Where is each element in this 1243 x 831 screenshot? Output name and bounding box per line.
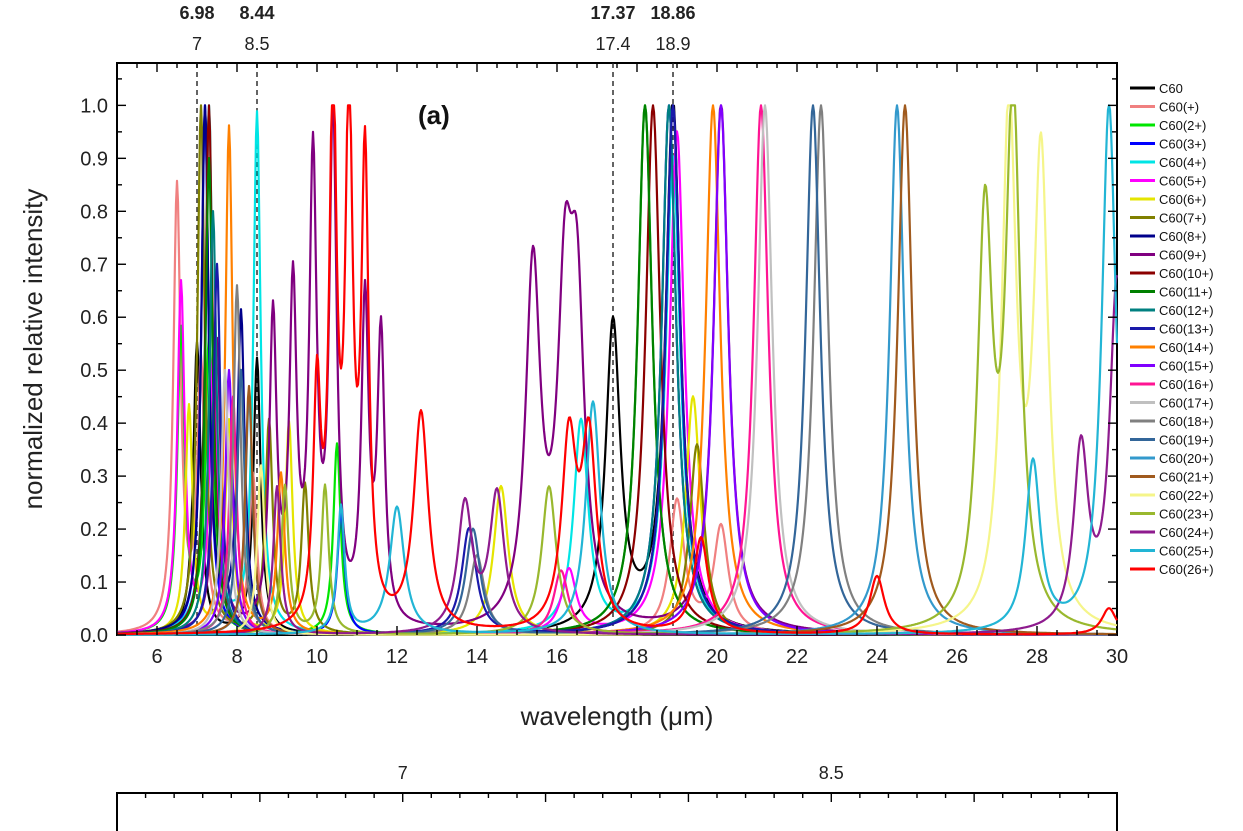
y-tick-label: 0.7 (80, 254, 108, 276)
x-tick-label: 6 (151, 646, 162, 668)
legend-label-10: C60(10+) (1159, 266, 1214, 281)
x-axis-title: wavelength (μm) (520, 701, 714, 731)
x-tick-label: 26 (946, 646, 968, 668)
series-line-25 (116, 104, 1119, 636)
legend-label-4: C60(4+) (1159, 155, 1206, 170)
panel-label: (a) (418, 100, 450, 130)
panel-b-frame (116, 792, 1118, 831)
x-axis-ticks: 6 8 10 12 14 16 18 20 22 24 26 28 30 (116, 63, 1128, 668)
y-tick-label: 0.8 (80, 201, 108, 223)
legend-label-6: C60(6+) (1159, 192, 1206, 207)
legend-label-13: C60(13+) (1159, 322, 1214, 337)
legend-label-14: C60(14+) (1159, 340, 1214, 355)
legend-label-5: C60(5+) (1159, 174, 1206, 189)
reference-label-0: 7 (192, 34, 202, 54)
y-tick-label: 0.4 (80, 413, 108, 435)
legend-label-16: C60(16+) (1159, 377, 1214, 392)
legend-label-25: C60(25+) (1159, 544, 1214, 559)
reference-label-1: 8.5 (244, 34, 269, 54)
legend: C60 C60(+) C60(2+) C60(3+) C60(4+) C60(5+) C60… (1130, 81, 1214, 577)
legend-label-7: C60(7+) (1159, 211, 1206, 226)
panel-b-reference-label-1: 8.5 (819, 763, 844, 783)
legend-label-20: C60(20+) (1159, 451, 1214, 466)
panel-b: 7 8.5 (116, 763, 1118, 831)
reference-upper-label-1: 8.44 (239, 3, 274, 23)
legend-label-9: C60(9+) (1159, 248, 1206, 263)
y-tick-label: 0.2 (80, 519, 108, 541)
y-axis-title: normalized relative intensity (18, 189, 48, 510)
y-tick-label: 0.3 (80, 466, 108, 488)
y-tick-label: 0.6 (80, 307, 108, 329)
legend-label-24: C60(24+) (1159, 525, 1214, 540)
x-tick-label: 22 (786, 646, 808, 668)
panel-a: 6 8 10 12 14 16 18 20 22 24 26 28 30 0.0 0.1 0.2 0.3 0.4… (18, 3, 1214, 731)
x-tick-label: 18 (626, 646, 648, 668)
panel-b-top-labels: 7 8.5 (398, 763, 844, 783)
legend-label-17: C60(17+) (1159, 396, 1214, 411)
legend-label-12: C60(12+) (1159, 303, 1214, 318)
legend-label-21: C60(21+) (1159, 470, 1214, 485)
y-tick-label: 0.1 (80, 572, 108, 594)
legend-label-11: C60(11+) (1159, 285, 1213, 300)
series-lines (116, 104, 1119, 637)
x-tick-label: 20 (706, 646, 728, 668)
legend-label-19: C60(19+) (1159, 433, 1214, 448)
reference-lines (196, 63, 674, 635)
legend-label-2: C60(2+) (1159, 118, 1206, 133)
x-tick-label: 24 (866, 646, 888, 668)
legend-label-18: C60(18+) (1159, 414, 1214, 429)
reference-upper-label-2: 17.37 (590, 3, 635, 23)
series-line-26 (116, 104, 1118, 636)
reference-label-3: 18.9 (655, 34, 690, 54)
x-tick-label: 28 (1026, 646, 1048, 668)
x-tick-label: 16 (546, 646, 568, 668)
reference-upper-label-3: 18.86 (650, 3, 695, 23)
legend-label-22: C60(22+) (1159, 488, 1214, 503)
legend-label-23: C60(23+) (1159, 507, 1214, 522)
x-tick-label: 12 (386, 646, 408, 668)
legend-label-0: C60 (1159, 81, 1183, 96)
y-tick-label: 0.5 (80, 360, 108, 382)
reference-upper-label-0: 6.98 (179, 3, 214, 23)
reference-top-labels: 7 6.98 8.5 8.44 17.4 17.37 18.9 18.86 (179, 3, 695, 54)
y-axis-ticks: 0.0 0.1 0.2 0.3 0.4 0.5 0.6 0.7 0.8 0.9 1.0 (80, 78, 1117, 647)
x-tick-label: 8 (231, 646, 242, 668)
y-tick-label: 0.9 (80, 148, 108, 170)
y-tick-label: 1.0 (80, 95, 108, 117)
x-tick-label: 14 (466, 646, 488, 668)
legend-label-26: C60(26+) (1159, 562, 1214, 577)
panel-b-plot-frame (116, 792, 1118, 831)
y-tick-label: 0.0 (80, 625, 108, 647)
legend-label-3: C60(3+) (1159, 137, 1206, 152)
reference-label-2: 17.4 (595, 34, 630, 54)
x-tick-label: 30 (1106, 646, 1128, 668)
legend-label-15: C60(15+) (1159, 359, 1214, 374)
panel-b-reference-label-0: 7 (398, 763, 408, 783)
legend-label-1: C60(+) (1159, 100, 1199, 115)
x-tick-label: 10 (306, 646, 328, 668)
legend-label-8: C60(8+) (1159, 229, 1206, 244)
